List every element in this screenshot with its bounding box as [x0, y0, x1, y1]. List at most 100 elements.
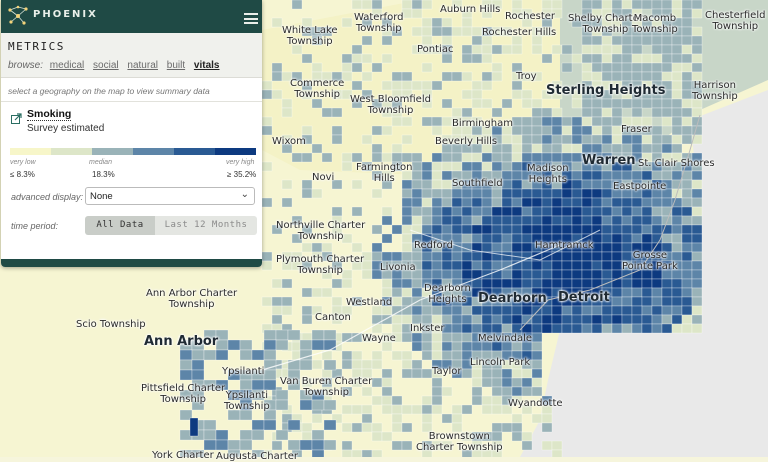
- census-tract[interactable]: [441, 197, 453, 208]
- census-tract[interactable]: [261, 251, 273, 262]
- census-tract[interactable]: [391, 161, 403, 172]
- census-tract[interactable]: [531, 71, 543, 82]
- census-tract[interactable]: [631, 197, 643, 208]
- census-tract[interactable]: [581, 107, 593, 118]
- census-tract[interactable]: [431, 26, 443, 37]
- census-tract[interactable]: [561, 314, 573, 325]
- census-tract[interactable]: [691, 314, 703, 325]
- census-tract[interactable]: [601, 170, 613, 181]
- census-tract[interactable]: [451, 215, 463, 226]
- census-tract[interactable]: [591, 0, 603, 10]
- census-tract[interactable]: [391, 143, 403, 154]
- census-tract[interactable]: [631, 215, 643, 226]
- census-tract[interactable]: [581, 260, 593, 271]
- census-tract[interactable]: [271, 305, 283, 316]
- census-tract[interactable]: [521, 233, 533, 244]
- census-tract[interactable]: [621, 35, 633, 46]
- census-tract[interactable]: [501, 152, 513, 163]
- census-tract[interactable]: [571, 224, 583, 235]
- census-tract[interactable]: [179, 349, 193, 361]
- census-tract[interactable]: [631, 296, 643, 307]
- census-tract[interactable]: [581, 170, 593, 181]
- census-tract[interactable]: [461, 368, 473, 379]
- census-tract[interactable]: [511, 161, 523, 172]
- census-tract[interactable]: [551, 116, 563, 127]
- census-tract[interactable]: [371, 377, 383, 388]
- census-tract[interactable]: [481, 161, 493, 172]
- census-tract[interactable]: [299, 399, 313, 411]
- census-tract[interactable]: [631, 170, 643, 181]
- census-tract[interactable]: [601, 323, 613, 334]
- census-tract[interactable]: [611, 287, 623, 298]
- census-tract[interactable]: [263, 329, 277, 341]
- census-tract[interactable]: [681, 269, 693, 280]
- census-tract[interactable]: [661, 323, 673, 334]
- census-tract[interactable]: [671, 170, 683, 181]
- census-tract[interactable]: [391, 422, 403, 433]
- census-tract[interactable]: [391, 296, 403, 307]
- census-tract[interactable]: [179, 359, 193, 371]
- census-tract[interactable]: [621, 233, 633, 244]
- census-tract[interactable]: [681, 251, 693, 262]
- census-tract[interactable]: [691, 197, 703, 208]
- census-tract[interactable]: [681, 116, 693, 127]
- census-tract[interactable]: [691, 224, 703, 235]
- census-tract[interactable]: [641, 215, 653, 226]
- census-tract[interactable]: [421, 62, 433, 73]
- census-tract[interactable]: [681, 0, 693, 10]
- census-tract[interactable]: [691, 323, 703, 334]
- census-tract[interactable]: [471, 386, 483, 397]
- census-tract[interactable]: [631, 206, 643, 217]
- census-tract[interactable]: [621, 224, 633, 235]
- census-tract[interactable]: [441, 224, 453, 235]
- census-tract[interactable]: [591, 197, 603, 208]
- census-tract[interactable]: [521, 242, 533, 253]
- census-tract[interactable]: [331, 206, 343, 217]
- census-tract[interactable]: [311, 359, 323, 370]
- census-tract[interactable]: [661, 98, 673, 109]
- census-tract[interactable]: [381, 152, 393, 163]
- census-tract[interactable]: [551, 449, 563, 457]
- census-tract[interactable]: [551, 323, 563, 334]
- census-tract[interactable]: [261, 161, 273, 172]
- census-tract[interactable]: [531, 107, 543, 118]
- census-tract[interactable]: [641, 197, 653, 208]
- census-tract[interactable]: [601, 260, 613, 271]
- census-tract[interactable]: [421, 188, 433, 199]
- census-tract[interactable]: [671, 89, 683, 100]
- census-tract[interactable]: [287, 439, 301, 451]
- census-tract[interactable]: [331, 179, 343, 190]
- browse-social[interactable]: social: [93, 60, 119, 71]
- census-tract[interactable]: [631, 44, 643, 55]
- census-tract[interactable]: [371, 251, 383, 262]
- census-tract[interactable]: [191, 369, 205, 381]
- census-tract[interactable]: [621, 71, 633, 82]
- census-tract[interactable]: [261, 197, 273, 208]
- census-tract[interactable]: [651, 197, 663, 208]
- census-tract[interactable]: [411, 278, 423, 289]
- census-tract[interactable]: [601, 314, 613, 325]
- census-tract[interactable]: [371, 359, 383, 370]
- census-tract[interactable]: [411, 152, 423, 163]
- census-tract[interactable]: [561, 278, 573, 289]
- census-tract[interactable]: [301, 305, 313, 316]
- census-tract[interactable]: [411, 404, 423, 415]
- census-tract[interactable]: [691, 62, 703, 73]
- census-tract[interactable]: [251, 419, 265, 431]
- census-tract[interactable]: [671, 233, 683, 244]
- census-tract[interactable]: [591, 305, 603, 316]
- census-tract[interactable]: [311, 429, 325, 441]
- census-tract[interactable]: [351, 449, 363, 457]
- census-tract[interactable]: [431, 251, 443, 262]
- census-tract[interactable]: [421, 161, 433, 172]
- census-tract[interactable]: [651, 314, 663, 325]
- census-tract[interactable]: [371, 0, 383, 10]
- census-tract[interactable]: [481, 260, 493, 271]
- census-tract[interactable]: [431, 161, 443, 172]
- census-tract[interactable]: [561, 134, 573, 145]
- census-tract[interactable]: [541, 134, 553, 145]
- census-tract[interactable]: [491, 404, 503, 415]
- census-tract[interactable]: [481, 305, 493, 316]
- census-tract[interactable]: [441, 215, 453, 226]
